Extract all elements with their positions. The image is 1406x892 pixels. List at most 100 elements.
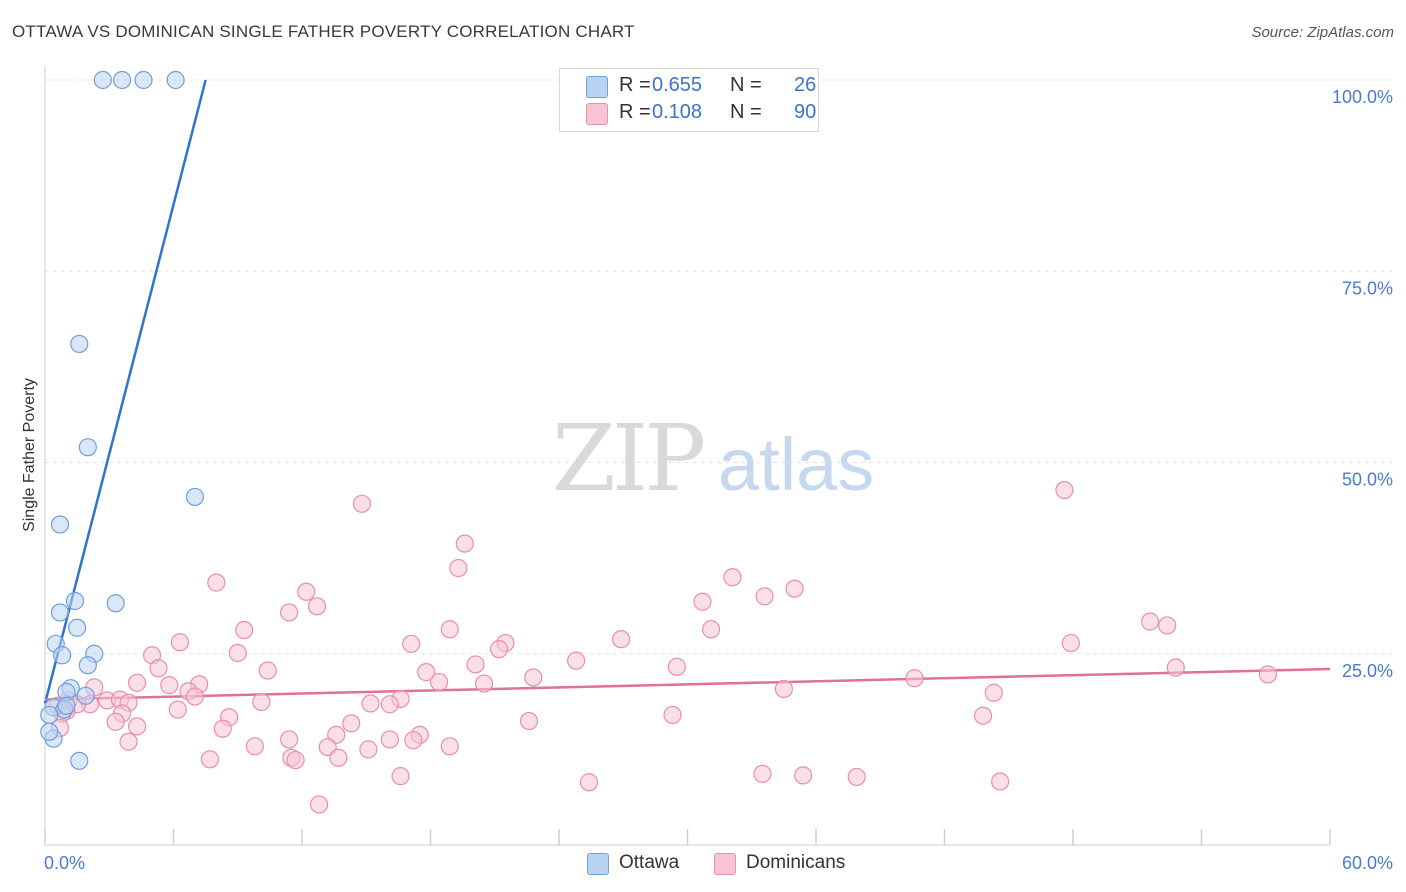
ottawa-point <box>70 751 89 770</box>
dominicans-point <box>519 711 539 731</box>
chart-title: OTTAWA VS DOMINICAN SINGLE FATHER POVERT… <box>12 22 635 41</box>
dominicans-point <box>1166 658 1185 677</box>
dominicans-point <box>307 597 327 616</box>
dominicans-point <box>667 657 686 676</box>
dominicans-point <box>449 558 468 578</box>
ottawa-point <box>65 591 85 611</box>
legend-n-label: N = <box>730 74 762 96</box>
dominicans-point <box>361 694 380 713</box>
ottawa-point <box>68 618 87 637</box>
dominicans-point <box>984 683 1003 702</box>
dominicans-point <box>524 668 543 687</box>
dominicans-point <box>785 579 804 598</box>
dominicans-point <box>404 731 423 750</box>
x-tick-label-min: 0.0% <box>44 853 85 873</box>
legend-r-value: 0.108 <box>652 101 703 123</box>
ottawa-point <box>185 487 205 507</box>
bottom-legend-swatch-ottawa <box>587 853 609 875</box>
ottawa-point <box>40 722 59 741</box>
chart-source: Source: ZipAtlas.com <box>1251 24 1394 41</box>
ottawa-point <box>70 334 89 354</box>
dominicans-point <box>310 795 329 814</box>
bottom-legend-label-dominicans: Dominicans <box>746 852 846 873</box>
y-tick-label: 25.0% <box>1342 661 1393 681</box>
ottawa-point <box>50 603 70 622</box>
dominicans-point <box>391 767 410 786</box>
y-axis-title: Single Father Poverty <box>21 378 38 532</box>
dominicans-point <box>466 655 485 674</box>
dominicans-point <box>228 643 247 663</box>
dominicans-point <box>1258 665 1277 684</box>
dominicans-point <box>612 630 631 649</box>
dominicans-point <box>723 568 742 587</box>
dominicans-point <box>567 651 586 670</box>
ottawa-point <box>134 70 153 90</box>
bottom-legend-swatch-dominicans <box>714 853 736 875</box>
dominicans-point <box>106 712 125 731</box>
dominicans-point <box>119 732 138 751</box>
dominicans-point <box>489 640 509 659</box>
ottawa-point <box>112 70 132 90</box>
ottawa-point <box>78 656 97 675</box>
dominicans-point <box>280 730 299 749</box>
dominicans-point <box>170 633 190 652</box>
dominicans-point <box>774 679 793 699</box>
dominicans-point <box>252 692 271 712</box>
legend-r-label: R = <box>619 101 651 123</box>
dominicans-point <box>127 673 147 692</box>
ottawa-point <box>53 646 72 665</box>
ottawa-trend-line <box>43 79 207 704</box>
dominicans-point <box>579 773 599 792</box>
watermark: ZIP atlas <box>552 405 874 512</box>
tick-labels: 100.0% 75.0% 50.0% 25.0% 0.0% 60.0% <box>44 87 1393 873</box>
ottawa-point <box>76 686 95 705</box>
dominicans-point <box>753 764 772 783</box>
bottom-legend-label-ottawa: Ottawa <box>619 852 680 873</box>
correlation-legend: R = 0.655 N = 26 R = 0.108 N = 90 <box>559 68 819 132</box>
ottawa-point <box>40 705 59 725</box>
legend-n-value: 26 <box>794 74 817 96</box>
dominicans-point <box>207 573 226 592</box>
dominicans-point <box>297 582 316 601</box>
ottawa-point <box>106 594 125 613</box>
dominicans-points <box>48 480 1277 814</box>
axes <box>44 66 1331 846</box>
dominicans-point <box>1158 616 1177 635</box>
ottawa-points <box>40 70 205 770</box>
legend-n-value: 90 <box>794 101 817 123</box>
dominicans-point <box>1055 480 1074 500</box>
dominicans-point <box>755 587 774 606</box>
dominicans-point <box>168 700 187 719</box>
y-tick-label: 100.0% <box>1332 87 1393 107</box>
dominicans-point <box>402 634 421 653</box>
legend-swatch-dominicans <box>586 103 608 125</box>
dominicans-point <box>701 620 721 639</box>
ottawa-point <box>50 515 70 534</box>
dominicans-point <box>352 494 372 513</box>
ottawa-point <box>166 70 185 90</box>
dominicans-point <box>185 687 205 706</box>
dominicans-point <box>127 717 147 736</box>
legend-swatch-ottawa <box>586 76 608 98</box>
dominicans-point <box>847 767 866 787</box>
dominicans-point <box>280 603 299 622</box>
dominicans-point <box>663 705 682 725</box>
dominicans-point <box>318 737 337 757</box>
y-tick-label: 75.0% <box>1342 278 1393 298</box>
dominicans-point <box>1061 633 1080 653</box>
dominicans-point <box>258 661 277 680</box>
dominicans-point <box>342 714 361 733</box>
dominicans-point <box>235 620 254 640</box>
dominicans-point <box>213 719 232 738</box>
watermark-zip: ZIP <box>552 405 703 512</box>
dominicans-point <box>794 766 813 785</box>
dominicans-point <box>359 740 378 759</box>
dominicans-point <box>474 674 494 693</box>
dominicans-point <box>440 737 459 756</box>
dominicans-point <box>905 669 924 688</box>
legend-r-label: R = <box>619 74 651 96</box>
x-tick-label-max: 60.0% <box>1342 853 1393 873</box>
ottawa-point <box>57 696 76 715</box>
dominicans-point <box>455 534 474 553</box>
